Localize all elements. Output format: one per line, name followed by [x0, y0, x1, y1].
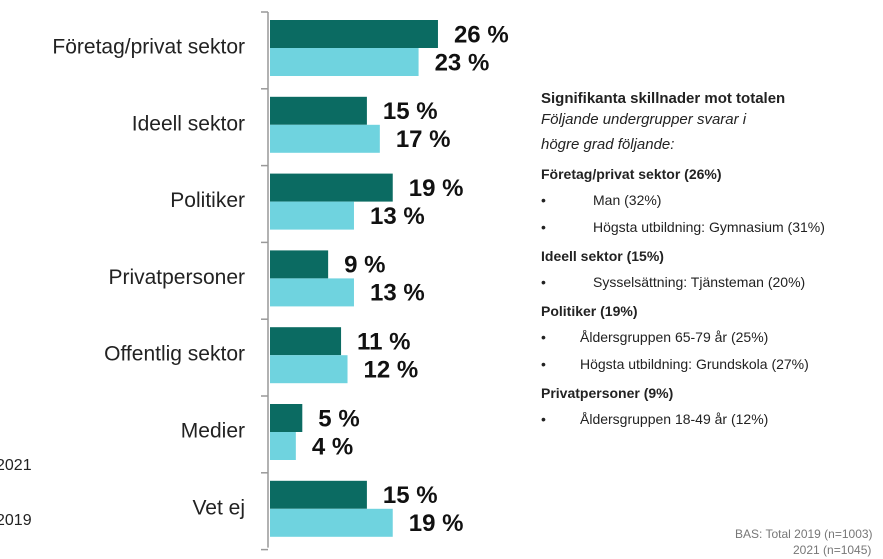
category-label: Medier	[181, 420, 245, 443]
bullet: •	[541, 329, 546, 345]
value-label: 15 %	[383, 98, 438, 125]
panel-title: Signifikanta skillnader mot totalen	[541, 90, 786, 107]
bar	[270, 250, 329, 279]
bar	[270, 404, 303, 432]
bar	[270, 96, 367, 125]
bar	[270, 124, 380, 153]
bullet-item: • Man (32%)	[541, 189, 883, 212]
group-heading: Företag/privat sektor (26%)	[541, 166, 722, 182]
bullet: •	[541, 274, 546, 290]
value-label: 9 %	[344, 252, 385, 279]
bullet-item: • Högsta utbildning: Grundskola (27%)	[541, 353, 883, 376]
bullet: •	[541, 192, 546, 208]
bar	[270, 278, 354, 307]
bar	[270, 432, 296, 460]
group-heading: Ideell sektor (15%)	[541, 248, 664, 264]
group-heading: Privatpersoner (9%)	[541, 385, 674, 401]
bullet-item: • Sysselsättning: Tjänsteman (20%)	[541, 271, 883, 294]
significance-panel: Signifikanta skillnader mot totalen Följ…	[541, 90, 883, 431]
bullet: •	[541, 356, 546, 372]
bullet-item: • Högsta utbildning: Gymnasium (31%)	[541, 216, 883, 239]
bar	[270, 201, 354, 230]
bullet-text: Högsta utbildning: Grundskola (27%)	[580, 356, 809, 372]
value-label: 12 %	[364, 357, 419, 384]
legend-label: 2019	[0, 512, 32, 529]
bullet-text: Åldersgruppen 65-79 år (25%)	[580, 329, 769, 345]
value-label: 13 %	[370, 203, 425, 230]
bar	[270, 327, 342, 356]
category-label: Ideell sektor	[132, 112, 245, 135]
value-label: 11 %	[357, 329, 410, 356]
category-label: Vet ej	[192, 496, 245, 519]
category-label: Politiker	[170, 189, 245, 212]
value-label: 5 %	[318, 405, 359, 432]
bullet-text: Högsta utbildning: Gymnasium (31%)	[593, 219, 825, 235]
bar	[270, 20, 438, 48]
category-label: Företag/privat sektor	[52, 36, 245, 59]
value-label: 19 %	[409, 175, 464, 202]
legend-label: 2021	[0, 457, 32, 474]
value-label: 26 %	[454, 21, 509, 48]
bullet: •	[541, 219, 546, 235]
panel-subtitle: Följande undergrupper svarar i högre gra…	[541, 111, 747, 153]
bar	[270, 355, 348, 384]
source-note: BAS: Total 2019 (n=1003)	[735, 527, 873, 541]
value-label: 4 %	[312, 433, 353, 460]
bar	[270, 48, 419, 76]
source-note: 2021 (n=1045)	[793, 543, 871, 557]
bar	[270, 173, 393, 202]
bullet-item: • Åldersgruppen 18-49 år (12%)	[541, 408, 883, 431]
bar	[270, 480, 367, 509]
bullet-text: Sysselsättning: Tjänsteman (20%)	[593, 274, 806, 290]
bullet: •	[541, 411, 546, 427]
value-label: 13 %	[370, 280, 425, 307]
value-label: 15 %	[383, 482, 438, 509]
group-heading: Politiker (19%)	[541, 303, 638, 319]
bullet-item: • Åldersgruppen 65-79 år (25%)	[541, 326, 883, 349]
value-label: 19 %	[409, 510, 464, 537]
bullet-text: Man (32%)	[593, 192, 662, 208]
bar	[270, 508, 393, 537]
bullet-text: Åldersgruppen 18-49 år (12%)	[580, 411, 769, 427]
value-label: 17 %	[396, 126, 451, 153]
value-label: 23 %	[435, 49, 490, 76]
category-label: Privatpersoner	[108, 266, 245, 289]
category-label: Offentlig sektor	[104, 343, 245, 366]
